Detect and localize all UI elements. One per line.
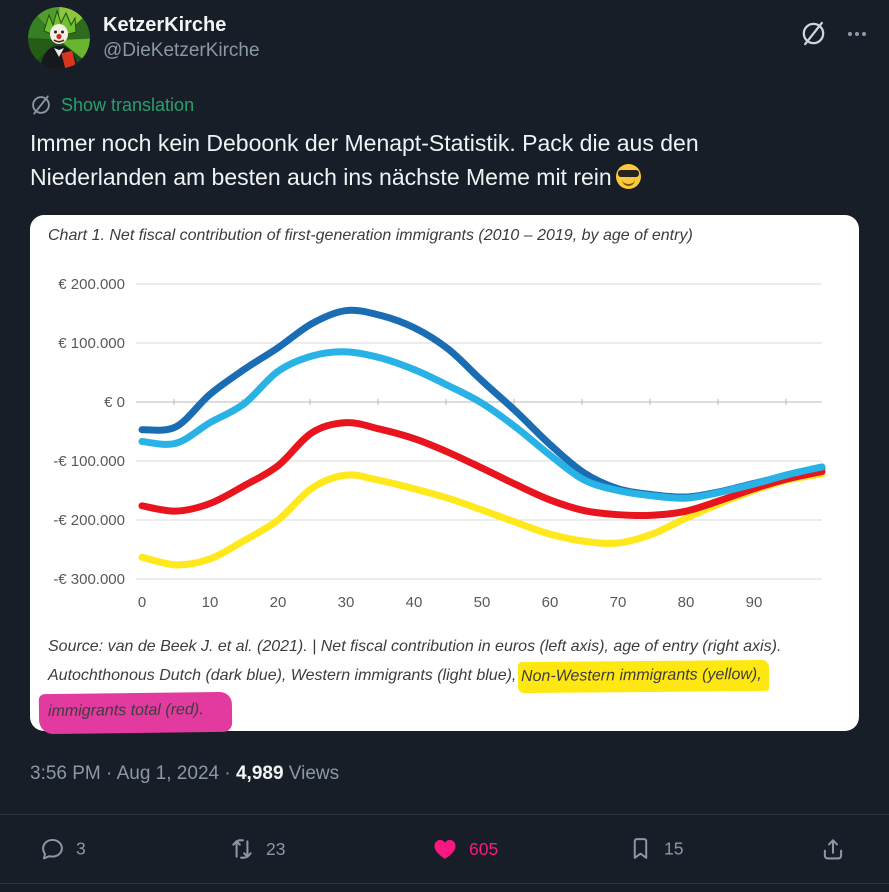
tweet-text: Immer noch kein Deboonk der Menapt-Stati… [30, 126, 850, 194]
chart-footnote: Source: van de Beek J. et al. (2021). | … [38, 633, 848, 734]
show-translation[interactable]: Show translation [30, 94, 194, 116]
divider-bottom [0, 883, 889, 884]
sunglasses-emoji [615, 164, 641, 189]
reply-icon [42, 838, 63, 860]
like-count: 605 [469, 838, 499, 859]
divider-top [0, 814, 889, 815]
bookmark-button[interactable]: 15 [628, 837, 683, 862]
svg-text:€ 200.000: € 200.000 [58, 276, 125, 293]
grok-icon[interactable] [800, 20, 827, 47]
svg-text:50: 50 [474, 594, 491, 611]
bookmark-icon [633, 838, 648, 859]
repost-count: 23 [266, 838, 286, 859]
timestamp-views: 3:56 PM · Aug 1, 2024 · 4,989 Views [30, 763, 340, 784]
svg-text:70: 70 [610, 594, 627, 611]
tweet-header: KetzerKirche @DieKetzerKirche [28, 7, 260, 69]
author-handle[interactable]: @DieKetzerKirche [103, 40, 260, 61]
svg-text:-€ 200.000: -€ 200.000 [53, 512, 125, 529]
repost-icon [232, 839, 252, 859]
grok-translate-icon [32, 95, 50, 115]
like-button[interactable]: 605 [432, 836, 498, 862]
share-button[interactable] [820, 836, 846, 862]
svg-text:80: 80 [678, 594, 695, 611]
svg-text:30: 30 [338, 594, 355, 611]
chart-title: Chart 1. Net fiscal contribution of firs… [48, 227, 693, 244]
avatar-art [28, 7, 90, 69]
svg-text:€ 0: € 0 [104, 394, 125, 411]
show-translation-label: Show translation [61, 94, 195, 115]
chart-image[interactable]: Chart 1. Net fiscal contribution of firs… [30, 215, 859, 734]
heart-icon [434, 839, 456, 859]
author-name[interactable]: KetzerKirche [103, 14, 227, 36]
svg-text:40: 40 [406, 594, 423, 611]
views-count: 4,989 [235, 763, 284, 784]
svg-text:60: 60 [542, 594, 559, 611]
tweet-text-line2: Niederlanden am besten auch ins nächste … [30, 160, 850, 194]
views-label: Views [288, 763, 340, 784]
avatar[interactable] [28, 7, 90, 69]
reply-button[interactable]: 3 [40, 837, 86, 862]
svg-text:€ 100.000: € 100.000 [58, 335, 125, 352]
svg-text:-€ 300.000: -€ 300.000 [53, 571, 125, 588]
more-icon[interactable] [845, 22, 869, 46]
line-chart: € 200.000 € 100.000 € 0 -€ 100.000 -€ 200.00… [53, 276, 826, 611]
repost-button[interactable]: 23 [229, 836, 285, 862]
tweet-text-line1: Immer noch kein Deboonk der Menapt-Stati… [30, 130, 699, 156]
svg-text:20: 20 [270, 594, 287, 611]
share-icon [823, 839, 843, 860]
reply-count: 3 [76, 838, 86, 859]
action-bar: 3 23 605 15 [0, 815, 889, 883]
svg-text:10: 10 [202, 594, 219, 611]
author-names: KetzerKirche @DieKetzerKirche [103, 7, 260, 69]
svg-text:0: 0 [138, 594, 146, 611]
header-actions [800, 20, 869, 47]
svg-text:-€ 100.000: -€ 100.000 [53, 453, 125, 470]
bookmark-count: 15 [664, 838, 684, 859]
svg-text:90: 90 [746, 594, 763, 611]
